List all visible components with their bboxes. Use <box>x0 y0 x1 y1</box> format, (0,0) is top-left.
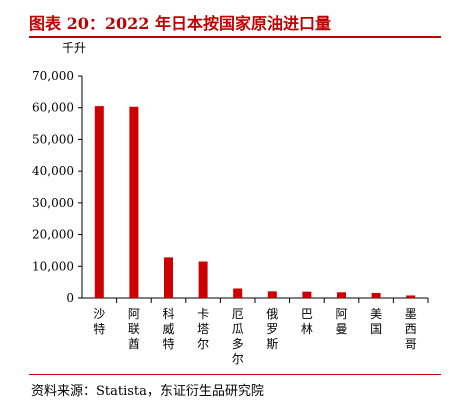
x-category-label: 沙特 <box>93 307 105 336</box>
bar <box>164 257 173 298</box>
bar <box>94 106 104 298</box>
x-category-label: 美国 <box>370 307 382 336</box>
chart-axes <box>78 75 429 303</box>
footer-divider <box>29 374 441 375</box>
y-tick-label: 40,000 <box>32 164 74 178</box>
title-divider <box>29 36 441 38</box>
y-tick-label: 30,000 <box>32 196 74 210</box>
x-category-label: 科威特 <box>162 307 174 351</box>
x-category-label: 卡塔尔 <box>197 307 209 351</box>
x-category-label: 阿联酋 <box>128 307 140 351</box>
bar <box>129 106 139 299</box>
source-note: 资料来源：Statista，东证衍生品研究院 <box>31 384 264 399</box>
y-tick-label: 60,000 <box>32 101 74 115</box>
bar <box>406 295 416 298</box>
y-tick-label: 0 <box>66 291 74 305</box>
y-axis-unit-label: 千升 <box>62 41 86 55</box>
bar <box>233 288 243 298</box>
y-tick-label: 70,000 <box>32 69 74 83</box>
chart-title: 图表 20：2022 年日本按国家原油进口量 <box>29 14 331 33</box>
bar <box>371 292 381 298</box>
y-tick-label: 20,000 <box>32 228 74 242</box>
x-category-label: 俄罗斯 <box>266 307 278 351</box>
x-category-label: 墨西哥 <box>405 307 417 351</box>
bar <box>302 291 312 298</box>
x-category-label: 阿曼 <box>335 307 347 336</box>
x-category-label: 厄瓜多尔 <box>232 307 244 366</box>
chart-labels: 千升 0 10,000 20,000 30,000 40,000 50,000 60,000 7… <box>32 41 417 366</box>
x-category-label: 巴林 <box>301 307 313 336</box>
chart-bars <box>94 106 416 299</box>
bar-chart: 千升 0 10,000 20,000 30,000 40,000 50,000 60,000 7… <box>32 41 429 366</box>
bar <box>337 292 346 298</box>
y-tick-label: 10,000 <box>32 259 74 273</box>
bar <box>198 261 208 298</box>
y-tick-label: 50,000 <box>32 132 74 146</box>
bar <box>267 291 277 298</box>
